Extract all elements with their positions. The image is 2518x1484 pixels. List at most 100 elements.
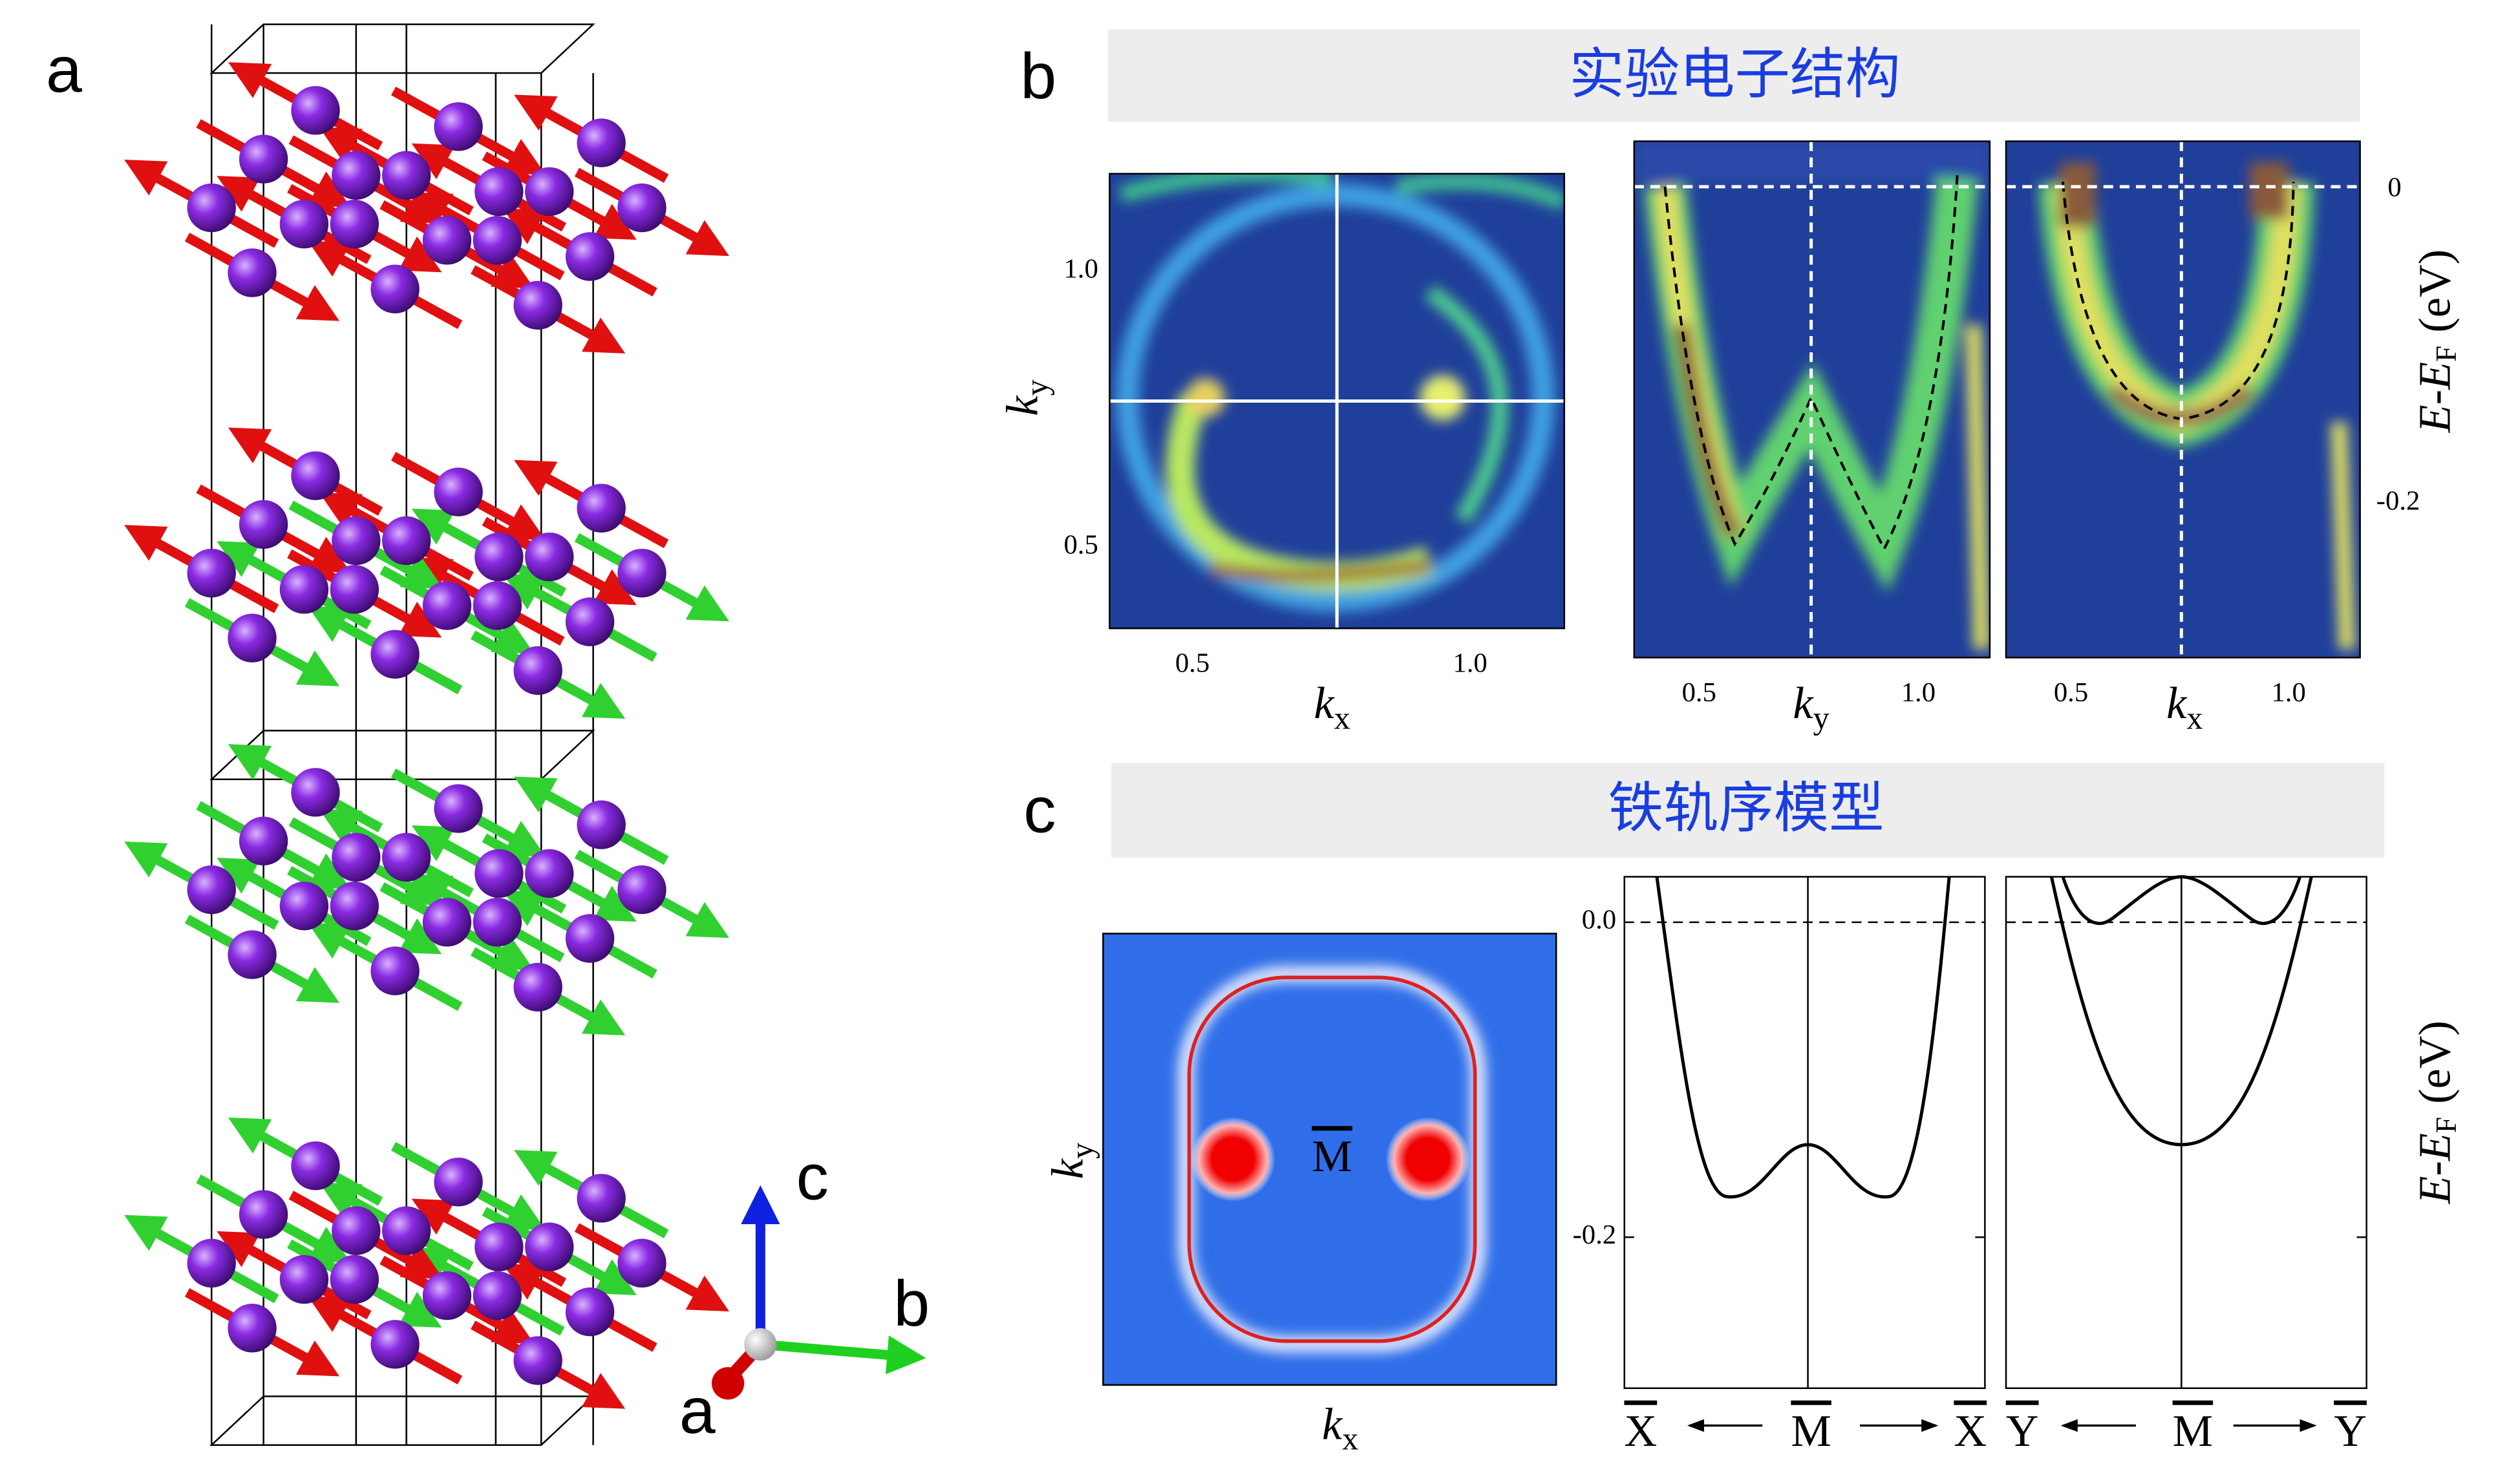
atom [473,216,522,265]
axis-label-main: k [1322,1399,1343,1450]
cell-edge [209,23,595,74]
atom [279,1255,329,1304]
atom [228,248,277,297]
panel-label: c [1023,774,1056,847]
axis-label: ky [1793,678,1829,735]
atom [187,549,236,598]
tick-label: -0.2 [1573,1220,1617,1250]
tick-label: 1.0 [1453,648,1487,679]
atom [291,1141,340,1191]
atom [513,646,562,695]
tick-label: -0.2 [2376,486,2420,516]
axis-letter: b [893,1267,930,1340]
atom [291,768,340,817]
atom [422,898,472,947]
axis-label-sub: F [2430,1117,2462,1133]
axis-label-sub: y [1063,1143,1100,1159]
atom [617,1238,667,1288]
atom [279,199,329,249]
atom [513,281,562,330]
axis-label: E-EF (eV) [2410,1021,2462,1204]
atom [330,882,379,931]
atom [475,167,524,217]
panel-label: a [46,34,82,106]
axis-label: kx [1322,1399,1358,1456]
atom [475,849,524,898]
axis-label-main: k [2166,678,2188,728]
atom [434,784,483,833]
atom [187,865,236,915]
tick-label: 1.0 [1063,253,1098,284]
axis-label-main: k [997,395,1047,416]
atom [577,1174,626,1223]
axis-label-unit: (eV) [2410,1021,2460,1104]
k-point: X [1954,1406,1987,1456]
atom [382,151,431,200]
axis-label-sub: F [2430,346,2462,362]
atom [422,581,472,630]
axis-label-main: E-E [2410,1133,2460,1204]
tick-label: 0.5 [1682,677,1716,708]
atom [239,1190,288,1239]
atom [239,816,288,865]
atom [382,1206,431,1255]
tick-label: 1.0 [1901,677,1936,708]
atom [473,898,522,947]
atom [475,1222,524,1271]
axis-label-main: k [1314,678,1335,728]
atom [434,467,483,516]
cell-edge [209,1395,595,1446]
axis-label-main: k [1043,1158,1093,1179]
atom [422,216,472,265]
atom [525,167,574,217]
atom [617,183,667,233]
axis-label-sub: x [2186,699,2203,736]
arpes-cut [2006,141,2360,658]
atom [475,532,524,582]
atom [239,134,288,184]
atom [228,613,277,662]
atom [577,118,626,167]
atom [228,930,277,979]
tick-label: 0.0 [1582,905,1616,935]
atom [513,962,562,1012]
atom [239,500,288,549]
atom [187,183,236,233]
crystal-structure [124,23,729,1446]
atom [577,800,626,849]
atom [382,516,431,566]
tick-label: 1.0 [2271,677,2305,708]
atom [525,849,574,898]
axis-label: ky [1043,1143,1100,1179]
band-plot [2005,874,2367,1390]
atom [525,532,574,582]
frame [2005,140,2361,659]
atom [513,1336,562,1385]
header-bar [1111,763,2385,858]
atom [330,565,379,614]
axis-label-unit: (eV) [2410,249,2460,333]
arpes-map [1109,173,1564,629]
atom [565,232,615,281]
panel-title: 实验电子结构 [1569,43,1900,107]
frame [1109,173,1566,630]
axis-label: kx [2166,678,2203,735]
atom [279,882,329,931]
tick-label: 0.5 [1063,529,1098,560]
axis-letter: a [679,1375,716,1447]
atom [565,914,615,963]
k-point: X [1624,1406,1657,1456]
atom [422,1271,472,1320]
tick-label: 0.5 [1175,648,1210,679]
tick-label: 0 [2387,173,2401,203]
atom [228,1304,277,1353]
axis-label-sub: y [1018,379,1054,396]
atom [617,549,667,598]
atom [332,832,381,882]
atom [291,451,340,500]
k-point: Y [2334,1406,2367,1456]
atom [279,565,329,614]
atom [434,102,483,151]
atom [370,630,420,679]
